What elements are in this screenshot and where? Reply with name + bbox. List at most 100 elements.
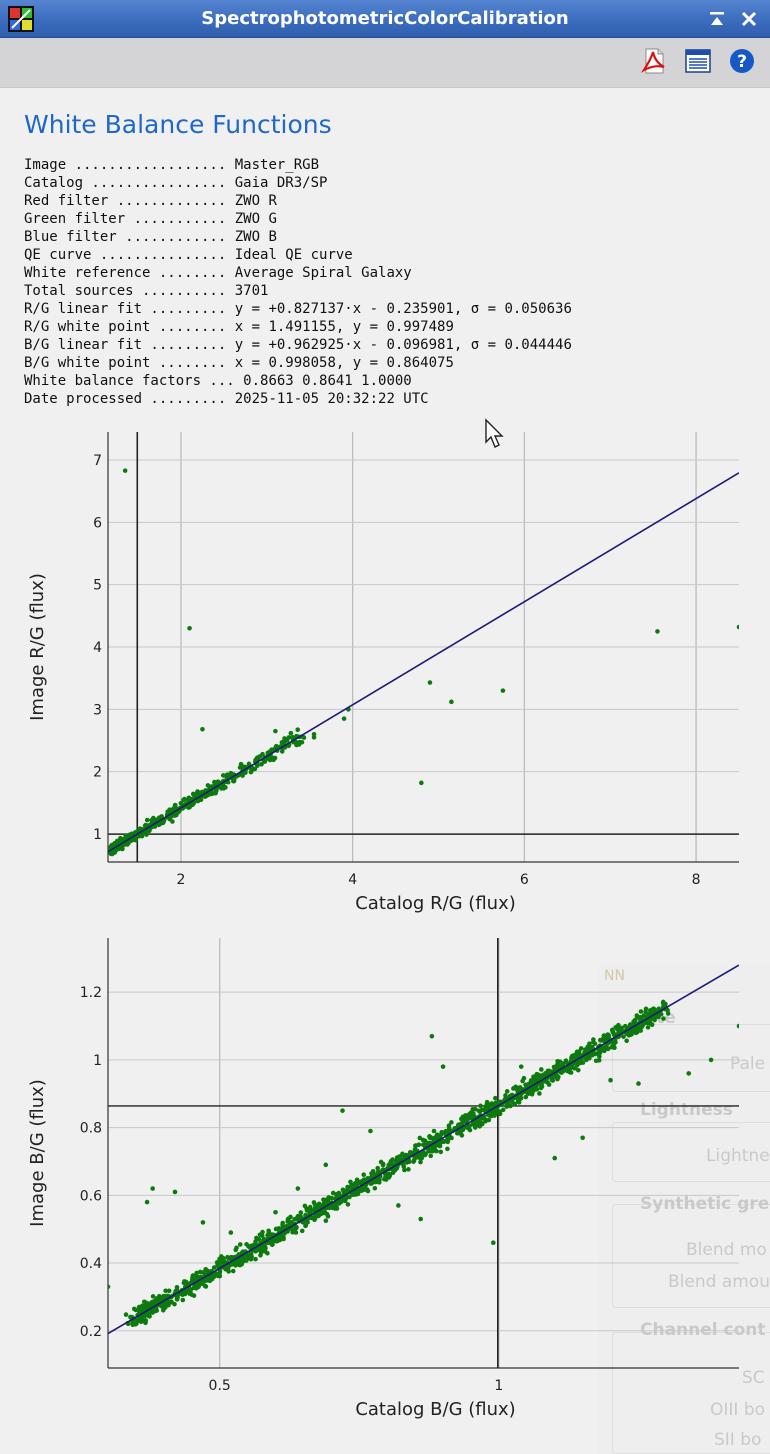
data-point bbox=[593, 1051, 598, 1057]
data-point-outlier bbox=[238, 761, 244, 767]
report-row: Image .................. Master_RGB bbox=[24, 156, 764, 174]
data-point bbox=[549, 1077, 555, 1083]
collapse-icon[interactable] bbox=[707, 9, 727, 29]
x-tick-label: 1 bbox=[494, 1378, 503, 1394]
data-point bbox=[416, 1142, 422, 1147]
data-point-outlier bbox=[150, 1186, 155, 1191]
data-point bbox=[150, 1294, 156, 1299]
data-point bbox=[381, 1167, 386, 1173]
toolbar: ? bbox=[0, 38, 770, 88]
data-point bbox=[205, 783, 211, 788]
data-point bbox=[497, 1111, 503, 1117]
data-point bbox=[493, 1095, 498, 1101]
data-point bbox=[586, 1053, 591, 1059]
x-axis-title: Catalog B/G (flux) bbox=[355, 1399, 515, 1420]
data-point bbox=[166, 1288, 172, 1294]
data-point bbox=[353, 1192, 359, 1197]
data-point bbox=[248, 769, 254, 775]
data-point bbox=[411, 1158, 417, 1164]
data-point bbox=[172, 802, 178, 808]
data-point bbox=[202, 1283, 208, 1289]
data-point bbox=[180, 1297, 186, 1303]
data-point bbox=[299, 740, 305, 745]
data-point bbox=[469, 1110, 475, 1116]
data-point bbox=[244, 1258, 249, 1263]
data-point bbox=[273, 745, 279, 750]
help-icon[interactable]: ? bbox=[729, 48, 755, 74]
data-point bbox=[265, 1250, 270, 1256]
report-row-value: 0.8663 0.8641 1.0000 bbox=[243, 373, 412, 389]
report-row-value: x = 1.491155, y = 0.997489 bbox=[234, 319, 454, 335]
y-tick-label: 6 bbox=[93, 515, 102, 531]
data-point bbox=[484, 1102, 489, 1108]
data-point bbox=[429, 1145, 435, 1151]
report-row: QE curve ............... Ideal QE curve bbox=[24, 246, 764, 264]
y-tick-label: 0.6 bbox=[80, 1188, 102, 1204]
y-tick-label: 0.4 bbox=[80, 1256, 102, 1272]
data-point-outlier bbox=[552, 1155, 558, 1161]
data-point-outlier bbox=[686, 1071, 692, 1076]
data-point-outlier bbox=[311, 735, 317, 740]
data-point bbox=[610, 1029, 616, 1034]
x-axis-title: Catalog R/G (flux) bbox=[355, 893, 516, 914]
data-point-outlier bbox=[273, 728, 278, 734]
data-point bbox=[486, 1117, 492, 1123]
data-point bbox=[361, 1178, 367, 1184]
close-icon[interactable] bbox=[739, 9, 759, 29]
data-point bbox=[427, 1134, 432, 1139]
plot-area bbox=[108, 432, 739, 862]
data-point bbox=[446, 1123, 452, 1129]
data-point bbox=[231, 778, 237, 784]
data-point bbox=[205, 792, 211, 798]
data-point bbox=[345, 1184, 350, 1190]
data-point-outlier bbox=[736, 1023, 739, 1029]
data-point bbox=[221, 783, 226, 788]
report-row-value: Gaia DR3/SP bbox=[234, 175, 328, 191]
data-point bbox=[244, 1242, 249, 1247]
data-point bbox=[256, 1236, 262, 1242]
data-point bbox=[198, 790, 204, 795]
report-row: Catalog ................ Gaia DR3/SP bbox=[24, 174, 764, 192]
data-point bbox=[591, 1039, 596, 1045]
window-titlebar[interactable]: SpectrophotometricColorCalibration bbox=[0, 0, 770, 38]
data-point bbox=[418, 1151, 424, 1157]
y-tick-label: 7 bbox=[93, 453, 102, 469]
data-point bbox=[311, 1200, 317, 1205]
x-tick-label: 6 bbox=[520, 872, 529, 888]
report-row: Green filter ........... ZWO G bbox=[24, 210, 764, 228]
y-tick-label: 1 bbox=[93, 1053, 102, 1069]
y-tick-label: 1 bbox=[93, 827, 102, 843]
data-point bbox=[612, 1045, 617, 1051]
data-point bbox=[467, 1115, 472, 1120]
pdf-export-icon[interactable] bbox=[641, 48, 667, 74]
document-view-icon[interactable] bbox=[685, 48, 711, 74]
report-row-label: R/G linear fit ......... bbox=[24, 301, 227, 317]
report-row-value: x = 0.998058, y = 0.864075 bbox=[234, 355, 454, 371]
mouse-cursor-icon bbox=[485, 418, 504, 448]
data-point bbox=[546, 1082, 552, 1087]
data-point bbox=[209, 1276, 215, 1282]
data-point bbox=[470, 1106, 476, 1112]
data-point bbox=[325, 1198, 331, 1203]
y-tick-label: 5 bbox=[93, 578, 102, 594]
data-point-outlier bbox=[518, 1064, 524, 1069]
data-point bbox=[575, 1053, 581, 1058]
data-point bbox=[266, 1228, 271, 1234]
data-point bbox=[123, 1312, 129, 1317]
data-point bbox=[503, 1093, 508, 1098]
data-point bbox=[539, 1067, 544, 1072]
data-point-outlier bbox=[440, 1064, 446, 1069]
data-point bbox=[445, 1138, 450, 1144]
data-point bbox=[537, 1091, 542, 1096]
data-point bbox=[132, 1320, 137, 1326]
data-point-outlier bbox=[708, 1057, 714, 1063]
data-point bbox=[128, 838, 134, 844]
data-point-outlier bbox=[418, 1216, 424, 1222]
data-point bbox=[330, 1190, 336, 1196]
data-point bbox=[196, 1284, 201, 1290]
data-point bbox=[133, 1307, 138, 1313]
data-point bbox=[253, 1256, 258, 1262]
report-row-label: Catalog ................ bbox=[24, 175, 227, 191]
data-point bbox=[174, 1284, 180, 1290]
report-row-value: ZWO B bbox=[234, 229, 277, 245]
